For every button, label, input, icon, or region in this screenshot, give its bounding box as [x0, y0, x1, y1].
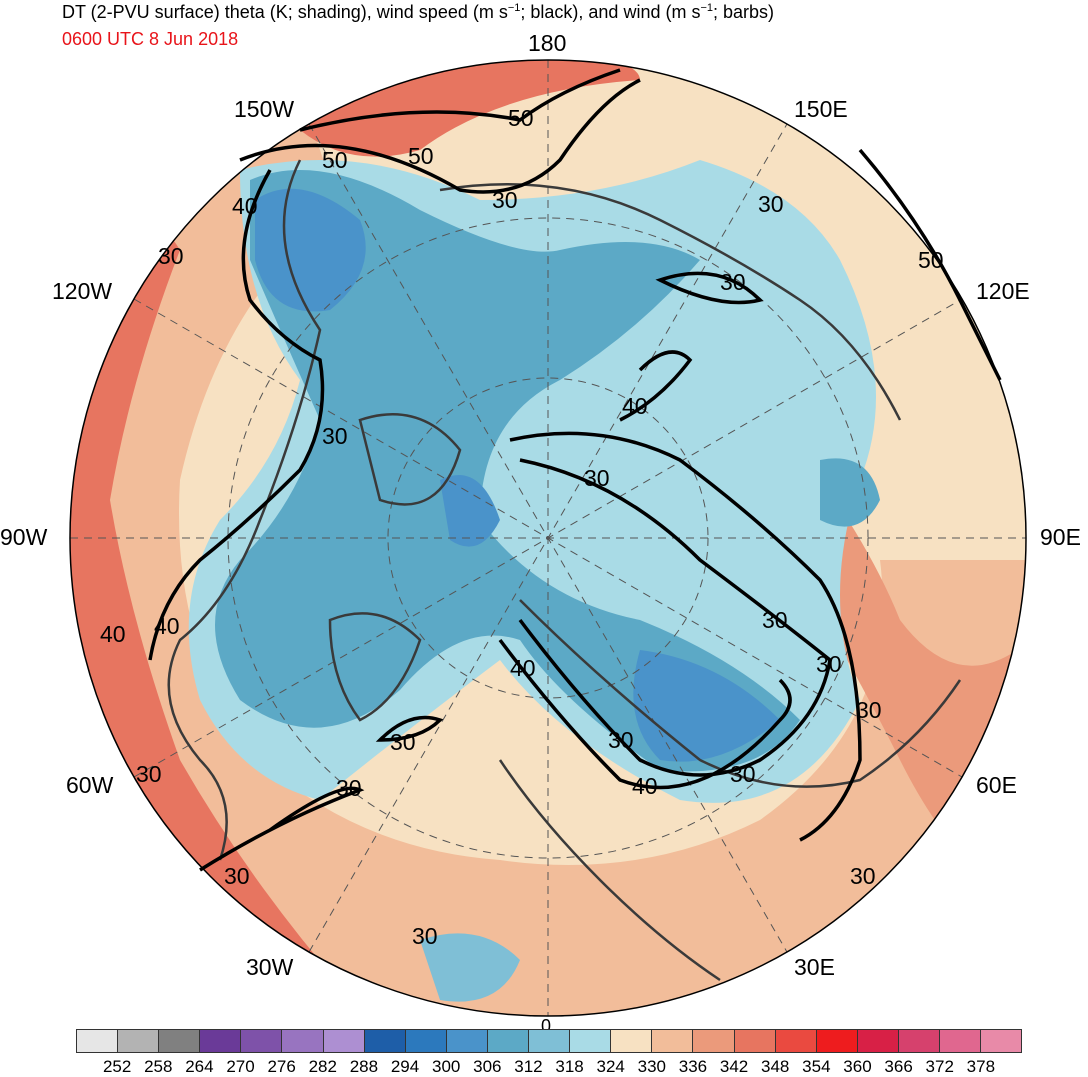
colorbar-swatch — [241, 1030, 282, 1052]
colorbar-tick-label: 318 — [555, 1057, 583, 1077]
colorbar-swatch — [858, 1030, 899, 1052]
contour-label: 30 — [720, 269, 746, 295]
contour-label: 30 — [412, 923, 438, 949]
contour-label: 40 — [100, 621, 126, 647]
colorbar-tick-label: 372 — [926, 1057, 954, 1077]
contour-label: 30 — [762, 607, 788, 633]
colorbar-swatch — [159, 1030, 200, 1052]
colorbar-tick-label: 312 — [514, 1057, 542, 1077]
colorbar-swatch — [406, 1030, 447, 1052]
contour-label: 30 — [850, 863, 876, 889]
lon-label-30e: 30E — [794, 954, 835, 981]
contour-label: 30 — [856, 697, 882, 723]
lon-label-90w: 90W — [0, 524, 47, 551]
contour-label: 30 — [322, 423, 348, 449]
colorbar-tick-label: 282 — [309, 1057, 337, 1077]
contour-label: 40 — [622, 393, 648, 419]
contour-label: 40 — [232, 193, 258, 219]
colorbar-tick-label: 300 — [432, 1057, 460, 1077]
colorbar-tick-label: 270 — [226, 1057, 254, 1077]
colorbar-swatch — [365, 1030, 406, 1052]
colorbar-tick-label: 336 — [679, 1057, 707, 1077]
contour-label: 30 — [584, 465, 610, 491]
colorbar-swatch — [817, 1030, 858, 1052]
colorbar-swatch — [735, 1030, 776, 1052]
contour-label: 40 — [510, 655, 536, 681]
colorbar-swatch — [77, 1030, 118, 1052]
colorbar-tick-label: 342 — [720, 1057, 748, 1077]
colorbar-tick-label: 276 — [267, 1057, 295, 1077]
colorbar-tick-label: 324 — [597, 1057, 625, 1077]
colorbar-tick-label: 354 — [802, 1057, 830, 1077]
contour-label: 40 — [632, 773, 658, 799]
lon-label-120e: 120E — [976, 278, 1030, 305]
colorbar-tick-label: 330 — [638, 1057, 666, 1077]
lon-label-150e: 150E — [794, 96, 848, 123]
contour-label: 50 — [322, 147, 348, 173]
colorbar-swatch — [447, 1030, 488, 1052]
colorbar-swatch — [693, 1030, 734, 1052]
colorbar-swatch — [981, 1030, 1021, 1052]
colorbar-swatch — [652, 1030, 693, 1052]
colorbar-swatch — [940, 1030, 981, 1052]
contour-label: 30 — [390, 729, 416, 755]
colorbar-tick-label: 258 — [144, 1057, 172, 1077]
colorbar-swatch — [529, 1030, 570, 1052]
colorbar-swatch — [899, 1030, 940, 1052]
colorbar-tick-label: 252 — [103, 1057, 131, 1077]
colorbar-tick-label: 378 — [967, 1057, 995, 1077]
colorbar-tick-label: 288 — [350, 1057, 378, 1077]
lon-label-150w: 150W — [234, 96, 294, 123]
colorbar-tick-label: 264 — [185, 1057, 213, 1077]
colorbar-swatch — [570, 1030, 611, 1052]
contour-label: 30 — [758, 191, 784, 217]
contour-label: 30 — [816, 651, 842, 677]
contour-label: 30 — [224, 863, 250, 889]
colorbar-tick-label: 366 — [884, 1057, 912, 1077]
lon-label-60e: 60E — [976, 772, 1017, 799]
colorbar-swatch — [776, 1030, 817, 1052]
colorbar-swatch — [488, 1030, 529, 1052]
lon-label-30w: 30W — [246, 954, 293, 981]
polar-map: 50 50 50 40 30 30 30 50 30 40 30 30 40 4… — [0, 0, 1088, 1076]
contour-label: 30 — [336, 775, 362, 801]
colorbar — [76, 1029, 1022, 1053]
lon-label-90e: 90E — [1040, 524, 1081, 551]
colorbar-tick-label: 360 — [843, 1057, 871, 1077]
colorbar-swatch — [118, 1030, 159, 1052]
colorbar-swatch — [324, 1030, 365, 1052]
colorbar-tick-label: 306 — [473, 1057, 501, 1077]
contour-label: 30 — [608, 727, 634, 753]
lon-label-180: 180 — [528, 30, 566, 57]
contour-label: 40 — [154, 613, 180, 639]
contour-label: 30 — [492, 187, 518, 213]
lon-label-60w: 60W — [66, 772, 113, 799]
colorbar-swatch — [200, 1030, 241, 1052]
contour-label: 30 — [136, 761, 162, 787]
lon-label-120w: 120W — [52, 278, 112, 305]
colorbar-swatch — [282, 1030, 323, 1052]
colorbar-tick-label: 348 — [761, 1057, 789, 1077]
contour-label: 50 — [408, 143, 434, 169]
contour-label: 30 — [730, 761, 756, 787]
colorbar-swatch — [611, 1030, 652, 1052]
contour-label: 50 — [508, 105, 534, 131]
colorbar-tick-label: 294 — [391, 1057, 419, 1077]
